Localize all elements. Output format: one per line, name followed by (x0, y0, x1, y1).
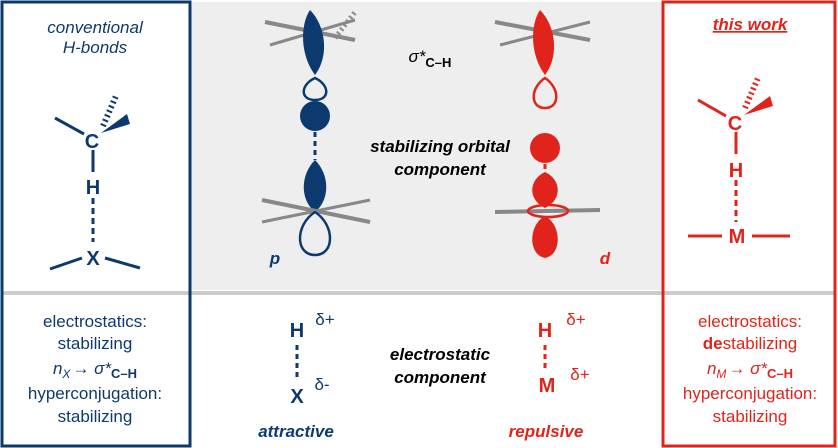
repulsive-label: repulsive (509, 422, 584, 441)
electrostatic-label: component (394, 368, 487, 387)
left-title: conventional (47, 18, 144, 37)
attractive-label: attractive (258, 422, 334, 441)
left-title: H-bonds (63, 38, 128, 57)
sigma-label: σ*C–H (409, 47, 452, 70)
d-orbital (494, 10, 601, 258)
note: electrostatics: (698, 312, 802, 331)
atom: H (86, 177, 100, 199)
sub: C–H (767, 366, 793, 381)
wedge-bond (744, 96, 773, 115)
d-label: d (600, 249, 611, 268)
charge: δ- (314, 375, 329, 394)
arrow: → σ* (72, 359, 112, 378)
note: stabilizing (58, 334, 133, 353)
orbital-label: component (394, 160, 487, 179)
right-bonds (688, 76, 790, 238)
note: hyperconjugation: (683, 384, 817, 403)
note: destabilizing (703, 334, 798, 353)
note: electrostatics: (43, 312, 147, 331)
word: stabilizing (723, 334, 798, 353)
sub: X (61, 367, 71, 381)
sub: C–H (425, 55, 451, 70)
n: n (53, 359, 62, 378)
right-title: this work (713, 15, 789, 34)
right-panel (661, 0, 837, 448)
note: stabilizing (58, 407, 133, 426)
charge: δ+ (315, 310, 334, 329)
arrow: → σ* (728, 359, 768, 378)
sub: C–H (111, 366, 137, 381)
atom: C (85, 131, 99, 153)
left-bonds (49, 94, 141, 271)
atom: H (290, 320, 304, 342)
n: n (707, 359, 716, 378)
note: stabilizing (713, 407, 788, 426)
orbital-label: stabilizing orbital (370, 137, 511, 156)
atom: H (729, 160, 743, 182)
left-panel (0, 0, 192, 448)
p-orbital (261, 10, 371, 257)
charge: δ+ (566, 310, 585, 329)
electrostatic-label: electrostatic (390, 345, 491, 364)
atom: M (729, 226, 746, 248)
sigma: σ* (409, 47, 427, 66)
atom: X (86, 248, 100, 270)
atom: C (728, 113, 742, 135)
atom: X (290, 386, 304, 408)
orbital-panel-bg (190, 2, 663, 290)
atom: M (539, 375, 556, 397)
note: nM → σ*C–H (707, 359, 793, 381)
note: hyperconjugation: (28, 384, 162, 403)
charge: δ+ (570, 365, 589, 384)
sub: M (716, 367, 726, 381)
wedge-bond (101, 114, 130, 133)
p-label: p (269, 249, 280, 268)
prefix: de (703, 334, 723, 353)
atom: H (538, 320, 552, 342)
note: nX → σ*C–H (53, 359, 137, 381)
